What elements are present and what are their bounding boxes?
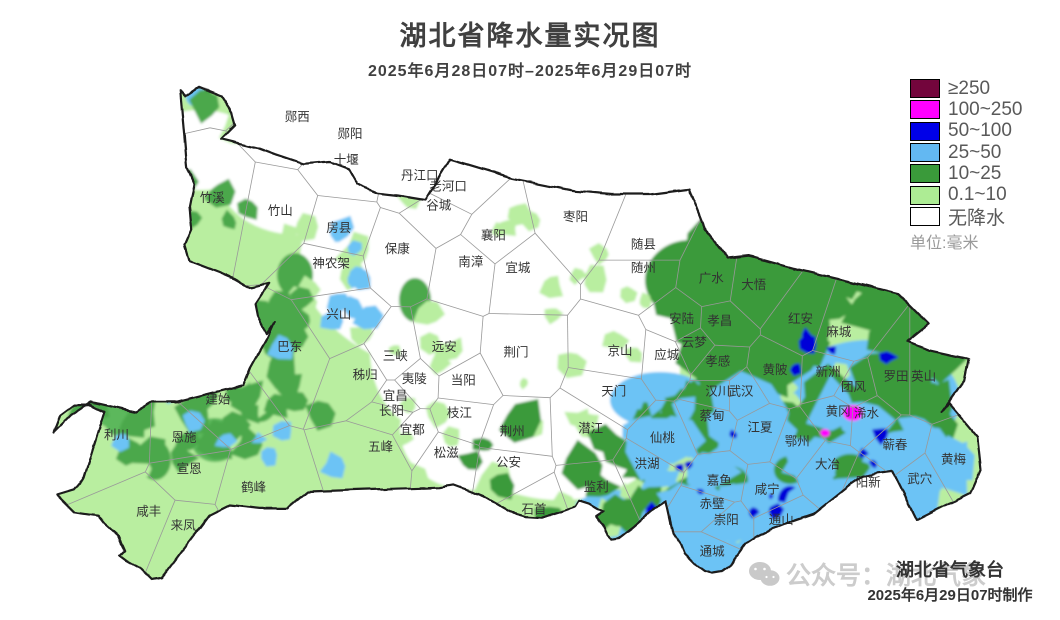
svg-text:石首: 石首	[521, 502, 546, 516]
svg-text:鄂州: 鄂州	[785, 435, 810, 449]
svg-text:咸丰: 咸丰	[136, 505, 161, 519]
svg-text:恩施: 恩施	[171, 430, 197, 444]
svg-text:枣阳: 枣阳	[563, 210, 588, 224]
svg-text:通城: 通城	[700, 545, 726, 559]
svg-text:武穴: 武穴	[907, 471, 933, 486]
svg-text:黄梅: 黄梅	[941, 451, 966, 466]
svg-text:广水: 广水	[699, 271, 725, 285]
svg-text:宜昌: 宜昌	[383, 388, 408, 403]
svg-text:荆州: 荆州	[500, 425, 525, 439]
svg-text:南漳: 南漳	[458, 254, 483, 269]
svg-text:兴山: 兴山	[326, 308, 351, 322]
svg-text:咸宁: 咸宁	[755, 482, 780, 497]
svg-text:宣恩: 宣恩	[177, 461, 202, 476]
svg-text:麻城: 麻城	[826, 324, 852, 339]
svg-text:监利: 监利	[584, 480, 609, 494]
svg-text:潜江: 潜江	[578, 422, 603, 436]
svg-text:江夏: 江夏	[747, 421, 773, 435]
svg-text:蔡甸: 蔡甸	[699, 409, 724, 423]
svg-text:阳新: 阳新	[856, 475, 881, 490]
svg-text:随县: 随县	[631, 236, 656, 251]
svg-text:红安: 红安	[788, 311, 813, 326]
svg-text:赤壁: 赤壁	[700, 496, 725, 511]
svg-text:神农架: 神农架	[312, 257, 350, 271]
svg-text:长阳: 长阳	[379, 404, 404, 418]
svg-text:京山: 京山	[607, 344, 632, 358]
svg-text:松滋: 松滋	[434, 445, 460, 460]
svg-text:孝感: 孝感	[705, 354, 730, 369]
svg-text:天门: 天门	[601, 383, 626, 398]
svg-text:竹山: 竹山	[268, 204, 293, 218]
svg-text:宜都: 宜都	[400, 422, 426, 437]
svg-text:嘉鱼: 嘉鱼	[707, 474, 732, 488]
svg-text:黄冈: 黄冈	[826, 405, 851, 419]
svg-text:团风: 团风	[841, 380, 867, 394]
svg-text:鹤峰: 鹤峰	[241, 479, 267, 494]
svg-text:英山: 英山	[911, 369, 936, 383]
svg-text:仙桃: 仙桃	[650, 430, 676, 445]
svg-text:巴东: 巴东	[277, 340, 302, 354]
svg-text:洪湖: 洪湖	[634, 456, 659, 471]
svg-text:孝昌: 孝昌	[707, 314, 732, 328]
svg-text:云梦: 云梦	[682, 336, 708, 350]
svg-text:保康: 保康	[385, 241, 411, 256]
svg-text:秭归: 秭归	[353, 368, 378, 382]
svg-text:襄阳: 襄阳	[481, 228, 506, 243]
svg-text:夷陵: 夷陵	[402, 371, 428, 386]
svg-text:崇阳: 崇阳	[714, 513, 739, 527]
svg-text:利川: 利川	[104, 428, 129, 442]
svg-text:来凤: 来凤	[171, 519, 197, 533]
svg-text:公安: 公安	[496, 455, 521, 470]
svg-text:新洲: 新洲	[816, 364, 841, 379]
svg-text:武汉: 武汉	[728, 384, 754, 398]
svg-text:五峰: 五峰	[368, 440, 394, 454]
svg-text:宜城: 宜城	[505, 260, 531, 275]
svg-text:三峡: 三峡	[383, 349, 409, 363]
svg-text:竹溪: 竹溪	[200, 191, 226, 205]
svg-text:安陆: 安陆	[669, 311, 694, 326]
svg-text:随州: 随州	[631, 260, 656, 275]
svg-text:大悟: 大悟	[741, 277, 766, 292]
svg-text:枝江: 枝江	[447, 405, 472, 420]
svg-text:谷城: 谷城	[426, 199, 452, 213]
svg-text:汉川: 汉川	[705, 384, 730, 398]
svg-text:建始: 建始	[205, 393, 231, 407]
svg-text:房县: 房县	[326, 220, 351, 235]
svg-text:浠水: 浠水	[854, 405, 880, 420]
svg-text:远安: 远安	[432, 339, 457, 354]
svg-text:蕲春: 蕲春	[882, 438, 908, 452]
svg-text:郧西: 郧西	[285, 110, 310, 124]
svg-text:郧阳: 郧阳	[337, 127, 362, 141]
svg-text:罗田: 罗田	[883, 369, 908, 383]
svg-text:黄陂: 黄陂	[762, 362, 788, 377]
svg-text:荆门: 荆门	[503, 344, 528, 359]
svg-text:当阳: 当阳	[451, 374, 476, 388]
svg-text:大冶: 大冶	[815, 458, 840, 472]
svg-text:应城: 应城	[654, 347, 680, 362]
